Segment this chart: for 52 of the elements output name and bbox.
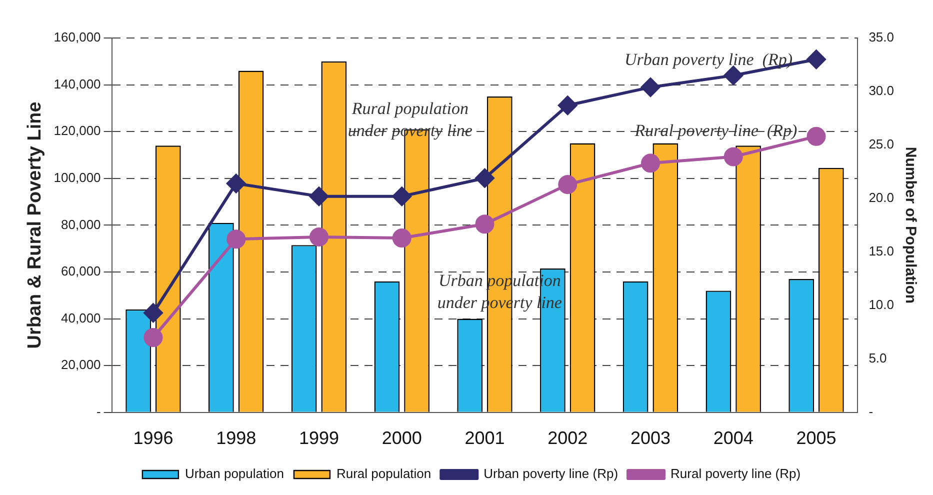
y2-tick-label: 15.0 (868, 244, 894, 259)
point (144, 303, 163, 322)
x-tick-label: 1998 (216, 428, 256, 448)
y-tick-label: 140,000 (54, 76, 101, 92)
y-tick-label: 120,000 (54, 123, 101, 138)
y-tick-label: 160,000 (54, 30, 101, 45)
x-tick-label: 2000 (382, 428, 422, 448)
y2-tick-label: 20.0 (868, 190, 894, 206)
legend-label: Urban population (184, 466, 284, 482)
x-tick-label: 2004 (713, 428, 754, 448)
annotation: Rural poverty line (Rp) (634, 121, 798, 140)
x-tick-label: 2005 (796, 428, 836, 448)
annotation: Urban poverty line (Rp) (624, 50, 793, 69)
x-tick-label: 2001 (464, 428, 505, 448)
x-tick-label: 2003 (630, 428, 671, 448)
x-tick-label: 1999 (298, 428, 340, 448)
y-tick-label: 80,000 (61, 216, 101, 232)
point (309, 227, 328, 246)
y-tick-label: 40,000 (61, 310, 101, 326)
point (558, 96, 578, 115)
x-tick-label: 2002 (548, 428, 588, 448)
y-tick-label: 60,000 (61, 264, 101, 279)
y-axis-title: Urban & Rural Poverty Line (24, 102, 46, 349)
point (724, 66, 743, 85)
y2-tick-label: - (868, 404, 874, 419)
y2-tick-label: 35.0 (868, 30, 894, 45)
point (806, 50, 826, 69)
point (226, 174, 246, 193)
point (558, 175, 578, 194)
legend-label: Rural population (336, 466, 432, 482)
point (309, 186, 328, 206)
point (806, 126, 826, 146)
y-tick-label: - (96, 404, 101, 419)
point (475, 168, 494, 188)
y2-tick-label: 10.0 (868, 297, 894, 312)
point (641, 154, 660, 173)
y2-tick-label: 30.0 (868, 83, 894, 98)
point (392, 186, 412, 206)
y2-tick-label: 25.0 (868, 136, 894, 152)
point (226, 230, 246, 249)
y2-tick-label: 5.0 (868, 350, 887, 366)
x-tick-label: 1996 (133, 428, 174, 448)
point (392, 228, 412, 248)
y2-axis-title: Number of Population (902, 146, 919, 304)
y-tick-label: 100,000 (54, 170, 101, 185)
point (724, 147, 743, 166)
y-tick-label: 20,000 (61, 357, 101, 372)
legend-label: Urban poverty line (Rp) (484, 466, 618, 482)
point (641, 78, 660, 97)
legend-label: Rural poverty line (Rp) (670, 466, 801, 482)
point (475, 214, 494, 234)
point (144, 328, 163, 348)
